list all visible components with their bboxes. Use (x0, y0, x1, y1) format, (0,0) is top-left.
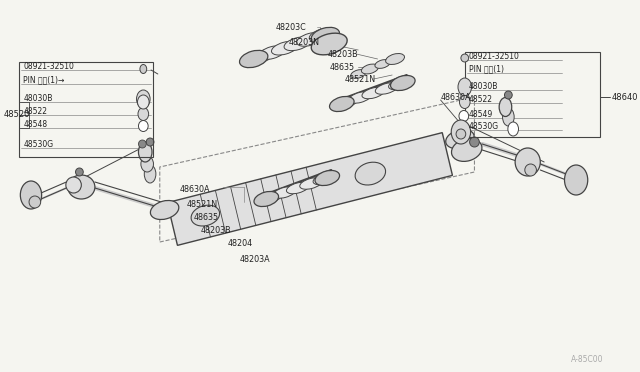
Text: 48203B: 48203B (327, 49, 358, 58)
Text: 48520: 48520 (4, 109, 30, 119)
Ellipse shape (136, 90, 150, 108)
Text: 48635: 48635 (329, 62, 355, 71)
Ellipse shape (330, 96, 354, 112)
Ellipse shape (311, 28, 339, 45)
Text: 08921-32510: 08921-32510 (468, 51, 520, 61)
Ellipse shape (515, 148, 540, 176)
Ellipse shape (458, 78, 472, 96)
Ellipse shape (287, 182, 309, 194)
Text: 48521N: 48521N (187, 199, 218, 208)
Text: 48530G: 48530G (23, 140, 53, 148)
Ellipse shape (273, 187, 296, 198)
Polygon shape (167, 133, 452, 246)
Text: 48522: 48522 (23, 106, 47, 115)
Ellipse shape (362, 87, 385, 99)
Ellipse shape (284, 37, 310, 51)
Text: PIN ビン(1)→: PIN ビン(1)→ (23, 76, 65, 84)
Ellipse shape (271, 41, 298, 55)
Ellipse shape (246, 50, 273, 64)
Text: 48635: 48635 (194, 212, 219, 221)
Circle shape (76, 168, 83, 176)
Ellipse shape (351, 70, 366, 78)
Text: 48203N: 48203N (289, 38, 319, 46)
Circle shape (146, 138, 154, 146)
Ellipse shape (502, 108, 514, 126)
Ellipse shape (386, 54, 404, 64)
Ellipse shape (451, 120, 470, 144)
Ellipse shape (375, 83, 398, 94)
Ellipse shape (390, 76, 415, 90)
Circle shape (470, 137, 479, 147)
Ellipse shape (459, 110, 468, 122)
Ellipse shape (138, 95, 149, 109)
Ellipse shape (260, 191, 282, 203)
Ellipse shape (362, 64, 378, 74)
Text: 48030B: 48030B (468, 81, 498, 90)
Text: 48203B: 48203B (200, 225, 231, 234)
Ellipse shape (499, 97, 512, 116)
Ellipse shape (141, 156, 154, 172)
Text: 48521N: 48521N (345, 74, 376, 83)
Text: A-85C00: A-85C00 (572, 356, 604, 365)
Ellipse shape (138, 121, 148, 131)
Ellipse shape (20, 181, 42, 209)
Ellipse shape (349, 92, 371, 103)
Ellipse shape (335, 96, 358, 108)
Text: 48522: 48522 (468, 94, 493, 103)
Ellipse shape (388, 78, 411, 90)
Ellipse shape (138, 108, 148, 121)
Circle shape (138, 140, 146, 148)
Circle shape (66, 177, 81, 193)
Text: 08921-32510: 08921-32510 (23, 61, 74, 71)
Text: 48548: 48548 (23, 119, 47, 128)
Ellipse shape (191, 205, 220, 226)
Ellipse shape (68, 175, 95, 199)
Ellipse shape (239, 50, 268, 68)
Text: 48203A: 48203A (239, 254, 270, 263)
Text: 48204: 48204 (228, 240, 253, 248)
Circle shape (461, 54, 468, 62)
Ellipse shape (254, 192, 278, 206)
Ellipse shape (460, 96, 470, 109)
Ellipse shape (150, 201, 179, 219)
Ellipse shape (445, 129, 474, 148)
Ellipse shape (315, 170, 340, 186)
Ellipse shape (144, 165, 156, 183)
Text: 48630A: 48630A (440, 93, 471, 102)
Circle shape (525, 164, 536, 176)
Text: 48530G: 48530G (468, 122, 499, 131)
Circle shape (29, 196, 41, 208)
Circle shape (456, 129, 466, 139)
Text: 48549: 48549 (468, 109, 493, 119)
Ellipse shape (140, 64, 147, 74)
Ellipse shape (300, 178, 323, 189)
Text: 48203C: 48203C (276, 22, 307, 32)
Ellipse shape (564, 165, 588, 195)
Circle shape (504, 91, 512, 99)
Ellipse shape (311, 33, 347, 55)
Ellipse shape (375, 60, 390, 68)
Ellipse shape (138, 142, 152, 162)
Text: 48640: 48640 (612, 93, 639, 102)
Ellipse shape (508, 122, 518, 136)
Ellipse shape (355, 162, 385, 185)
Text: PIN ビン(1): PIN ビン(1) (468, 64, 504, 74)
Ellipse shape (259, 46, 285, 60)
Ellipse shape (297, 33, 323, 46)
Text: 48030B: 48030B (23, 93, 52, 103)
Ellipse shape (451, 139, 482, 161)
Ellipse shape (313, 173, 335, 185)
Text: 48630A: 48630A (179, 185, 210, 193)
Ellipse shape (309, 28, 335, 42)
